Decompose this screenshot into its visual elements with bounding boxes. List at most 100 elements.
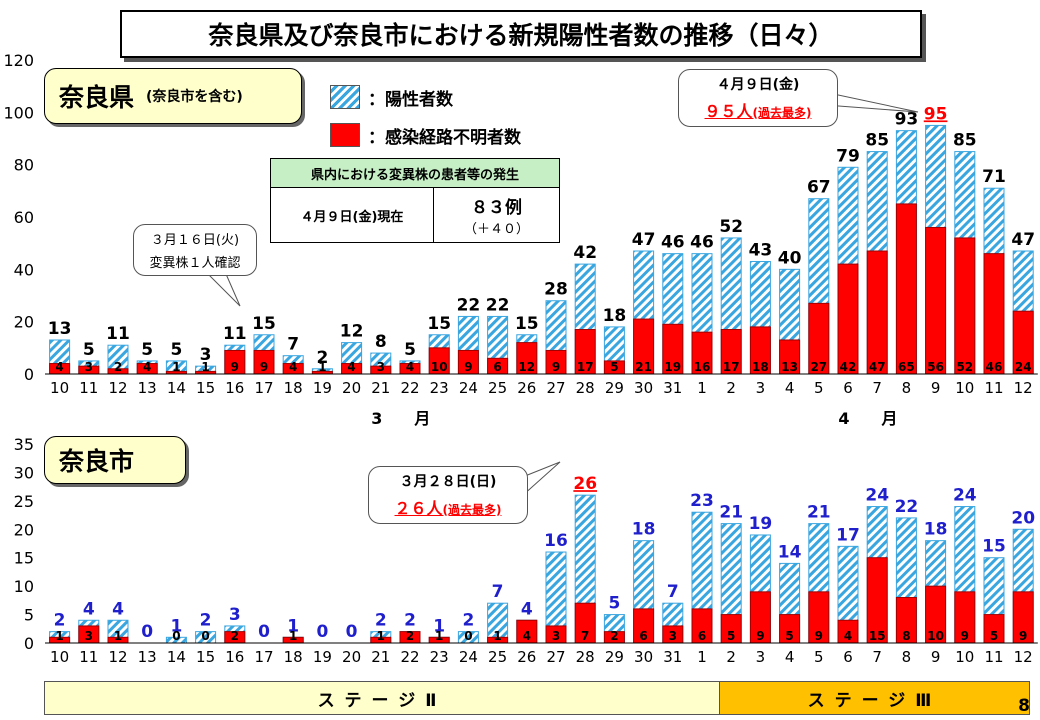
unknown-label: 12: [518, 360, 535, 374]
unknown-label: 0: [201, 629, 209, 643]
unknown-label: 6: [698, 629, 706, 643]
x-tick-label: 23: [430, 648, 449, 666]
unknown-label: 17: [577, 360, 594, 374]
prefecture-plot: 0204060801001201341053111121254135114311…: [3, 51, 1038, 428]
unknown-label: 56: [927, 360, 944, 374]
total-label: 22: [895, 497, 919, 517]
unknown-label: 1: [289, 629, 297, 643]
x-tick-label: 3: [756, 648, 766, 666]
total-label: 93: [895, 110, 919, 130]
unknown-label: 1: [318, 360, 326, 374]
total-label: 67: [807, 178, 831, 198]
total-label: 2: [200, 611, 212, 631]
total-label: 5: [83, 340, 95, 360]
x-tick-label: 14: [167, 379, 186, 397]
total-label: 7: [287, 335, 299, 355]
unknown-label: 9: [552, 360, 560, 374]
total-label: 20: [1011, 508, 1035, 528]
y-tick-label: 15: [14, 549, 34, 568]
total-label: 7: [492, 582, 504, 602]
total-label: 46: [690, 233, 714, 253]
callout-variant-line2: 変異株１人確認: [149, 256, 241, 271]
total-label: 24: [953, 486, 977, 506]
total-label: 0: [346, 622, 358, 642]
y-tick-label: 20: [14, 520, 34, 539]
total-label: 18: [924, 520, 948, 540]
x-tick-label: 16: [225, 648, 244, 666]
x-tick-label: 6: [843, 379, 853, 397]
variant-table: 県内における変異株の患者等の発生 ４月９日(金)現在 ８３例 （＋４０）: [270, 158, 560, 243]
x-tick-label: 13: [138, 379, 157, 397]
unknown-label: 1: [201, 360, 209, 374]
y-tick-label: 0: [24, 634, 34, 653]
prefecture-label: 奈良県 (奈良市を含む): [44, 68, 302, 124]
x-tick-label: 19: [313, 648, 332, 666]
total-label: 2: [375, 611, 387, 631]
unknown-label: 4: [55, 360, 63, 374]
unknown-label: 46: [986, 360, 1003, 374]
unknown-label: 9: [1019, 629, 1027, 643]
legend-swatch-red: [330, 123, 360, 147]
unknown-label: 4: [289, 360, 297, 374]
x-tick-label: 10: [955, 648, 974, 666]
x-tick-label: 29: [605, 648, 624, 666]
legend-positive-label: ：陽性者数: [368, 89, 453, 110]
unknown-label: 24: [1015, 360, 1032, 374]
unknown-bar: [954, 237, 976, 375]
total-label: 11: [223, 324, 247, 344]
x-tick-label: 12: [108, 648, 127, 666]
unknown-label: 10: [431, 360, 448, 374]
unknown-label: 42: [840, 360, 857, 374]
x-tick-label: 25: [488, 379, 507, 397]
total-label: 5: [404, 340, 416, 360]
callout-city-main: ２６人: [394, 499, 443, 518]
total-label: 42: [573, 243, 597, 263]
total-label: 5: [141, 340, 153, 360]
total-label: 0: [316, 622, 328, 642]
x-tick-label: 4: [785, 379, 795, 397]
total-label: 22: [457, 295, 481, 315]
callout-variant-line1: ３月１６日(火): [150, 233, 240, 248]
unknown-label: 10: [927, 629, 944, 643]
unknown-label: 7: [581, 629, 589, 643]
callout-variant-tail: [207, 273, 241, 307]
total-label: 4: [112, 599, 124, 619]
unknown-label: 2: [114, 360, 122, 374]
total-label: 15: [982, 537, 1006, 557]
x-tick-label: 11: [79, 648, 98, 666]
x-tick-label: 11: [984, 648, 1003, 666]
x-tick-label: 16: [225, 379, 244, 397]
city-title: 奈良市: [59, 447, 135, 476]
total-label: 43: [749, 240, 773, 260]
total-label: 52: [719, 217, 743, 237]
total-label: 1: [287, 616, 299, 636]
x-tick-label: 3: [756, 379, 766, 397]
unknown-label: 18: [752, 360, 769, 374]
unknown-label: 1: [172, 360, 180, 374]
x-tick-label: 18: [284, 379, 303, 397]
unknown-label: 5: [727, 629, 735, 643]
x-tick-label: 19: [313, 379, 332, 397]
unknown-bar: [837, 263, 859, 375]
x-tick-label: 30: [634, 379, 653, 397]
y-tick-label: 35: [14, 435, 34, 454]
unknown-label: 4: [406, 360, 414, 374]
total-label: 2: [462, 611, 474, 631]
unknown-label: 1: [493, 629, 501, 643]
stage-2-band: ステージⅡ: [44, 681, 720, 715]
unknown-label: 9: [464, 360, 472, 374]
x-tick-label: 1: [697, 379, 707, 397]
callout-variant-first: ３月１６日(火) 変異株１人確認: [133, 224, 257, 276]
callout-pref-record: ４月９日(金) ９５人(過去最多): [678, 69, 838, 127]
x-tick-label: 12: [1014, 379, 1033, 397]
unknown-label: 4: [347, 360, 355, 374]
variant-delta: （＋４０）: [463, 222, 529, 237]
unknown-label: 0: [464, 629, 472, 643]
x-tick-label: 23: [430, 379, 449, 397]
x-tick-label: 15: [196, 379, 215, 397]
total-label: 1: [433, 616, 445, 636]
x-tick-label: 5: [814, 648, 824, 666]
x-tick-label: 30: [634, 648, 653, 666]
variant-value-cell: ８３例 （＋４０）: [433, 187, 560, 243]
total-label: 15: [515, 314, 539, 334]
